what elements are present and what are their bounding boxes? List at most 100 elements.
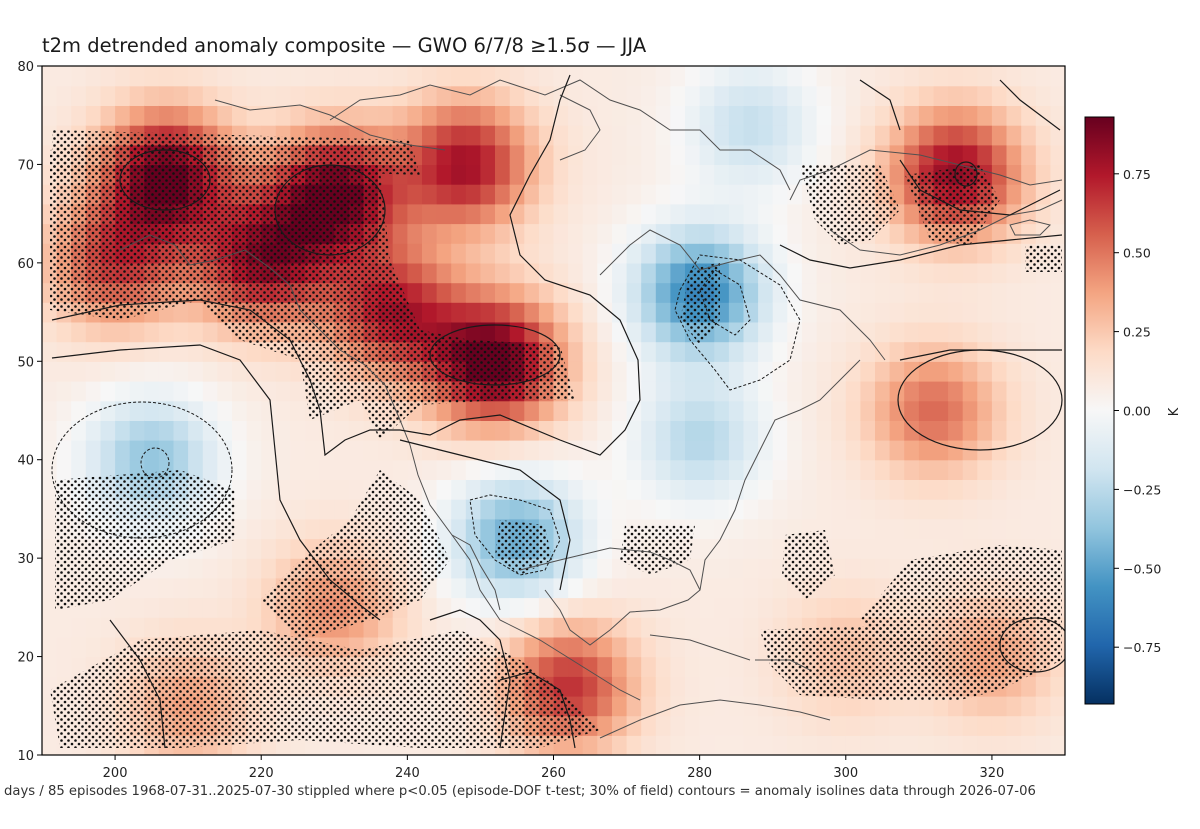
heat-cell (568, 538, 584, 559)
x-tick-label: 260 (541, 766, 566, 781)
heat-cell (568, 66, 584, 87)
heat-cell (465, 203, 481, 225)
heat-cell (582, 361, 598, 382)
heat-cell (42, 636, 58, 658)
heat-cell (275, 361, 291, 382)
heat-cell (1050, 203, 1065, 225)
heat-cell (85, 341, 101, 362)
heat-cell (217, 341, 233, 362)
heat-cell (407, 203, 423, 225)
heat-cell (100, 597, 116, 618)
heat-cell (407, 184, 423, 205)
heat-cell (787, 66, 803, 87)
heat-cell (816, 400, 832, 421)
heat-cell (612, 735, 628, 755)
heat-cell (641, 499, 657, 520)
heat-cell (56, 85, 72, 106)
heat-cell (758, 381, 774, 402)
heat-cell (597, 558, 613, 579)
coastline-west-coast (384, 384, 641, 701)
heat-cell (714, 538, 730, 559)
heat-cell (1021, 184, 1037, 205)
heat-cell (232, 518, 248, 540)
heat-cell (56, 66, 72, 87)
heat-cell (524, 597, 540, 618)
heat-cell (1006, 459, 1022, 480)
heat-cell (728, 656, 745, 677)
heat-cell (728, 577, 745, 599)
heat-cell (962, 735, 978, 755)
heat-cell (568, 518, 584, 540)
heat-cell (378, 105, 394, 126)
heat-cell (173, 302, 189, 323)
heat-cell (948, 262, 964, 284)
heat-cell (875, 715, 891, 736)
heat-cell (845, 321, 861, 343)
isoline-atlantic-central (899, 349, 1062, 361)
heat-cell (670, 321, 686, 343)
heat-cell (977, 735, 993, 755)
heat-cell (1035, 223, 1051, 244)
heat-cell (451, 518, 467, 540)
heat-cell (685, 715, 701, 736)
heat-cell (612, 223, 628, 244)
heat-cell (1006, 479, 1022, 500)
heat-cell (436, 577, 452, 599)
heat-cell (743, 184, 759, 205)
heat-cell (948, 105, 964, 126)
heat-cell (495, 262, 511, 284)
heat-cell (480, 459, 496, 480)
heat-cell (918, 321, 935, 343)
heat-cell (889, 341, 905, 362)
heat-cell (436, 223, 452, 244)
heat-cell (670, 676, 686, 697)
heat-cell (173, 361, 189, 382)
heat-cell (188, 341, 204, 362)
y-tick-label: 60 (17, 257, 34, 272)
heat-cell (918, 715, 935, 736)
heat-cell (889, 125, 905, 146)
heat-cell (597, 715, 613, 736)
heat-cell (465, 518, 481, 540)
heat-cell (991, 518, 1008, 540)
heat-cell (582, 164, 598, 185)
heat-cell (948, 479, 964, 500)
heat-cell (948, 695, 964, 717)
heat-cell (597, 381, 613, 402)
heat-cell (597, 676, 613, 697)
heat-cell (801, 262, 818, 284)
heat-cell (115, 381, 131, 402)
heat-cell (42, 85, 58, 106)
heat-cell (831, 695, 847, 717)
heat-cell (626, 735, 642, 755)
heat-cell (71, 361, 87, 382)
heat-cell (743, 105, 759, 126)
heat-cell (743, 164, 759, 185)
heat-cell (743, 66, 759, 87)
heat-cell (188, 66, 204, 87)
heat-cell (42, 617, 58, 638)
heat-cell (728, 203, 745, 225)
heat-cell (904, 400, 920, 421)
heat-cell (217, 617, 233, 638)
heat-cell (685, 676, 701, 697)
heat-cell (232, 66, 248, 87)
heat-cell (495, 184, 511, 205)
heat-cell (1006, 66, 1022, 87)
heat-cell (685, 479, 701, 500)
heat-cell (962, 479, 978, 500)
heat-cell (451, 499, 467, 520)
heat-cell (772, 223, 788, 244)
heat-cell (480, 440, 496, 461)
heat-cell (699, 695, 715, 717)
heat-cell (875, 381, 891, 402)
heat-cell (612, 66, 628, 87)
heat-cell (597, 341, 613, 362)
heat-cell (743, 597, 759, 618)
x-axis-ticks: 200 220 240 260 280 300 320 (103, 755, 1004, 781)
heat-cell (685, 735, 701, 755)
heat-cell (495, 440, 511, 461)
heat-cell (728, 321, 745, 343)
heat-cell (933, 420, 949, 441)
heat-cell (261, 459, 277, 480)
